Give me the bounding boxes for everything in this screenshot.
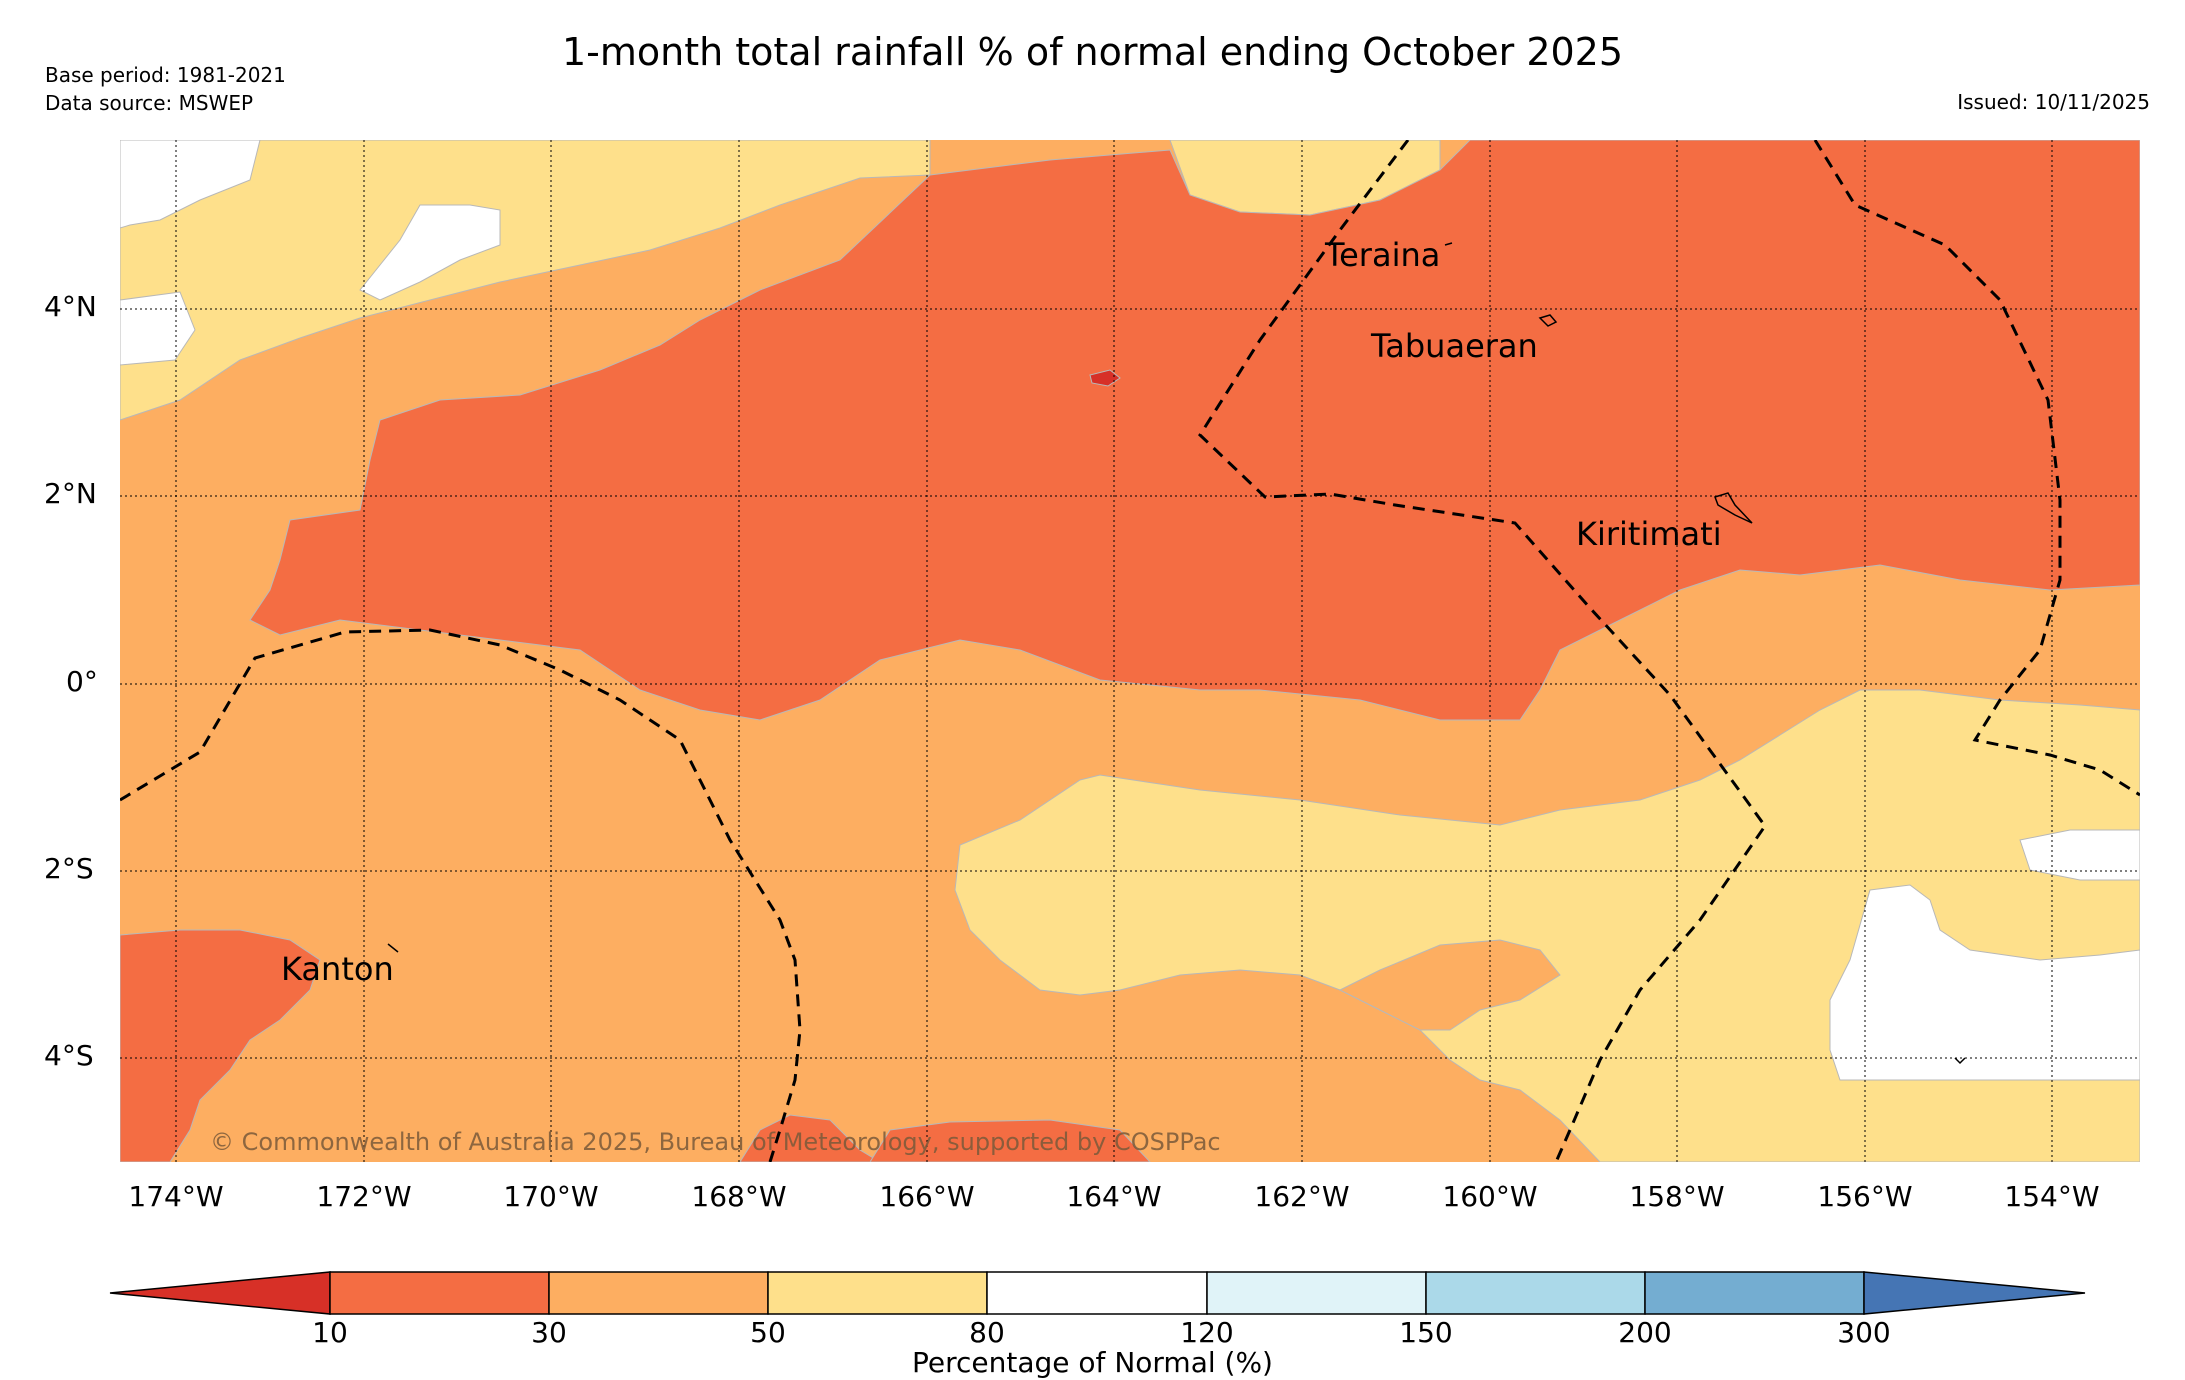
colorbar-tick-150: 150 — [1399, 1316, 1453, 1349]
lat-label-2s: 2°S — [44, 852, 94, 885]
eez-boundaries — [120, 140, 2140, 1162]
eez-boundary-east — [1813, 140, 2140, 797]
lon-label-158w: 158°W — [1629, 1180, 1725, 1213]
region-10-30-central — [249, 140, 2140, 721]
rainfall-map — [120, 140, 2140, 1162]
colorbar-tick-120: 120 — [1180, 1316, 1234, 1349]
region-10-30-sw — [120, 929, 321, 1162]
eez-boundary-phoenix — [120, 628, 802, 1162]
region-50-80-north — [120, 140, 931, 421]
eez-boundary-line-islands — [1198, 140, 1767, 1162]
colorbar-tick-30: 30 — [531, 1316, 567, 1349]
lat-label-4s: 4°S — [44, 1039, 94, 1072]
region-10-30-south-bottom — [739, 1114, 881, 1162]
place-label-teraina: Teraina — [1325, 236, 1441, 274]
region-80-120-nw-3 — [359, 204, 501, 301]
lat-label-0: 0° — [66, 665, 98, 698]
base-period: Base period: 1981-2021 — [45, 63, 286, 87]
region-80-120-se — [1829, 884, 2140, 1081]
colorbar-tick-10: 10 — [312, 1316, 348, 1349]
region-30-50-south-intrusion — [1338, 939, 1561, 1031]
place-label-kanton: Kanton — [281, 950, 394, 988]
graticule — [120, 140, 2140, 1162]
colorbar — [109, 1271, 2086, 1315]
lon-label-160w: 160°W — [1442, 1180, 1538, 1213]
colorbar-segment-50-80 — [767, 1271, 988, 1315]
colorbar-segment-200-300 — [1644, 1271, 1865, 1315]
lon-label-170w: 170°W — [503, 1180, 599, 1213]
map-title: 1-month total rainfall % of normal endin… — [561, 30, 1624, 74]
colorbar-segment-30-50 — [548, 1271, 769, 1315]
place-label-tabuaeran: Tabuaeran — [1371, 327, 1538, 365]
island-outlines — [387, 242, 1966, 1065]
colorbar-segment-80-120 — [986, 1271, 1208, 1315]
kiritimati-island-icon — [1714, 492, 1753, 524]
lon-label-174w: 174°W — [128, 1180, 224, 1213]
copyright-notice: © Commonwealth of Australia 2025, Bureau… — [210, 1128, 1221, 1156]
colorbar-tick-200: 200 — [1618, 1316, 1672, 1349]
place-label-kiritimati: Kiritimati — [1576, 515, 1722, 553]
colorbar-tick-50: 50 — [750, 1316, 786, 1349]
teraina-island-icon — [1444, 242, 1453, 246]
colorbar-extend-low — [109, 1271, 331, 1315]
colorbar-extend-high — [1863, 1271, 2086, 1315]
data-source: Data source: MSWEP — [45, 91, 254, 115]
lon-label-168w: 168°W — [691, 1180, 787, 1213]
issued-date: Issued: 10/11/2025 — [1957, 90, 2150, 114]
small-island-se-icon — [1954, 1057, 1966, 1065]
region-80-120-nw-1 — [120, 140, 261, 229]
lon-label-166w: 166°W — [879, 1180, 975, 1213]
region-10-30-south-bottom-2 — [869, 1119, 1151, 1162]
colorbar-title: Percentage of Normal (%) — [912, 1346, 1273, 1379]
lon-label-154w: 154°W — [2004, 1180, 2100, 1213]
kanton-island-icon — [387, 943, 399, 953]
colorbar-tick-80: 80 — [969, 1316, 1005, 1349]
colorbar-segment-150-200 — [1425, 1271, 1646, 1315]
region-80-120-se-2 — [2019, 829, 2140, 881]
lon-label-172w: 172°W — [316, 1180, 412, 1213]
lat-label-2n: 2°N — [44, 477, 97, 510]
lon-label-164w: 164°W — [1066, 1180, 1162, 1213]
tabuaeran-island-icon — [1538, 314, 1558, 327]
lat-label-4n: 4°N — [44, 290, 97, 323]
lon-label-156w: 156°W — [1817, 1180, 1913, 1213]
colorbar-tick-300: 300 — [1837, 1316, 1891, 1349]
lon-label-162w: 162°W — [1254, 1180, 1350, 1213]
colorbar-segment-120-150 — [1206, 1271, 1427, 1315]
colorbar-segment-10-30 — [329, 1271, 550, 1315]
